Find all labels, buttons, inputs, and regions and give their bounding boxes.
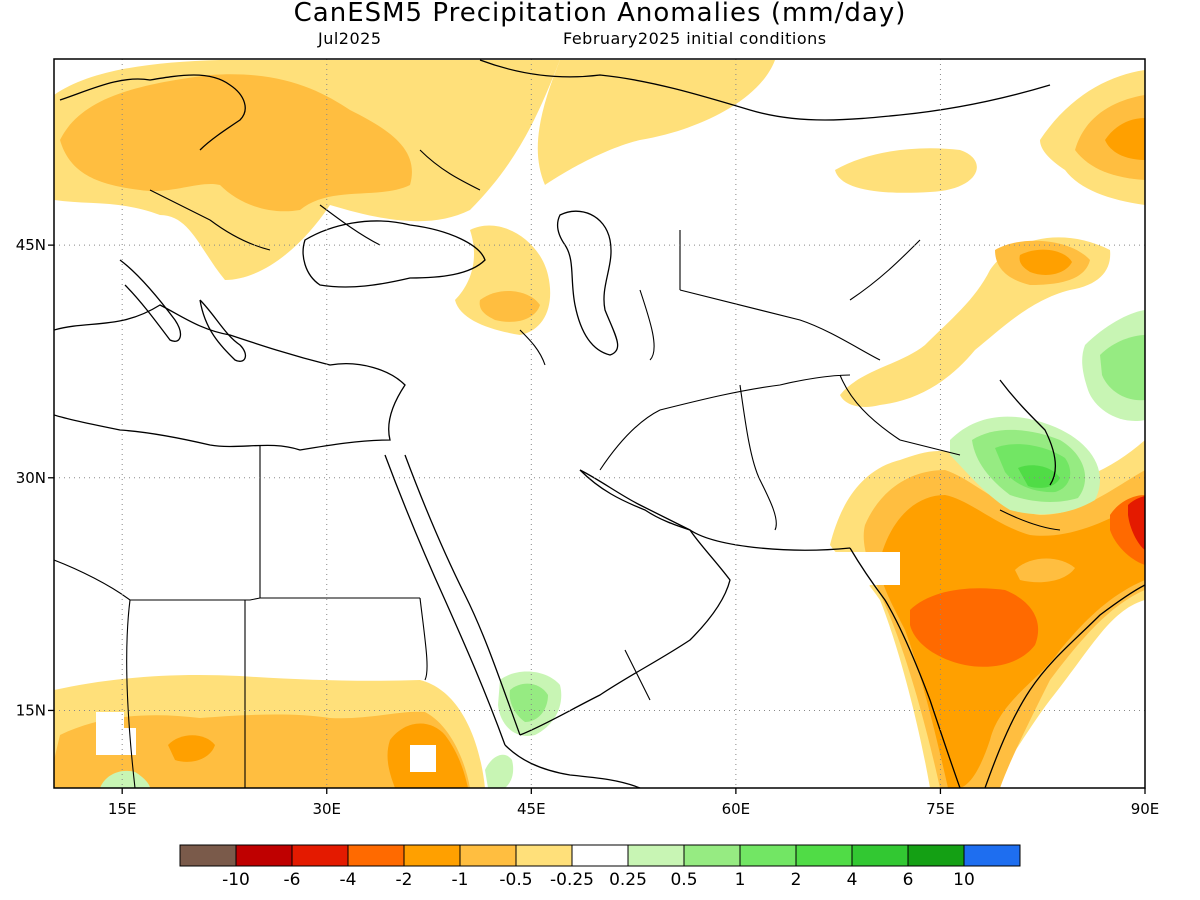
colorbar-label: 2 xyxy=(791,870,802,890)
map-frame xyxy=(53,58,1146,789)
lat-tick-label: 30N xyxy=(16,469,46,487)
colorbar-swatch xyxy=(795,844,853,867)
coastline-baltic xyxy=(59,74,246,151)
coastline-korea-japan xyxy=(999,379,1057,486)
anomaly-region-yemen-wet-mod xyxy=(509,683,548,722)
coastline-horn-of-africa xyxy=(504,744,641,788)
colorbar-label: -2 xyxy=(396,870,413,890)
colorbar-label: -6 xyxy=(284,870,301,890)
coastline-red-sea-east xyxy=(404,454,521,736)
colorbar-swatch xyxy=(907,844,965,867)
coastline-black-sea xyxy=(302,220,486,288)
colorbar-swatch xyxy=(515,844,573,867)
init-conditions-label: February2025 initial conditions xyxy=(563,29,827,48)
latitude-axis: 45N 30N 15N xyxy=(16,236,54,719)
coastline-red-sea xyxy=(384,454,506,746)
colorbar-label: 6 xyxy=(903,870,914,890)
anomaly-region-china-strong xyxy=(1019,249,1072,275)
anomaly-region-pacific-wet-mod xyxy=(1100,335,1145,401)
anomaly-region-siberia-light xyxy=(835,148,977,193)
anomaly-region-ethiopia-gap xyxy=(410,745,436,772)
lon-tick-label: 90E xyxy=(1131,800,1160,818)
coastlines xyxy=(54,59,1145,788)
colorbar-label: -4 xyxy=(340,870,357,890)
colorbar-label: -1 xyxy=(452,870,469,890)
coastline-persian-gulf xyxy=(579,469,851,551)
coastline-greece xyxy=(199,299,247,362)
anomaly-region-northeast-strong xyxy=(1105,118,1145,160)
coastline-mediterranean xyxy=(54,304,406,451)
colorbar-label: -10 xyxy=(222,870,250,890)
colorbar-swatch xyxy=(235,844,293,867)
anomaly-region-africa-wet-east xyxy=(485,754,514,788)
colorbar-swatch xyxy=(347,844,405,867)
colorbar-swatch xyxy=(291,844,349,867)
anomaly-region-europe-mod xyxy=(60,74,412,212)
anomaly-region-caucasus-mod xyxy=(479,290,540,322)
anomaly-region-scandinavia-light xyxy=(537,60,775,185)
colorbar-swatch xyxy=(739,844,797,867)
valid-month-label: Jul2025 xyxy=(318,29,382,48)
anomaly-region-chad-strong xyxy=(168,735,215,762)
lon-tick-label: 60E xyxy=(722,800,751,818)
anomaly-region-sahel-mod xyxy=(54,711,470,788)
colorbar-swatch xyxy=(459,844,517,867)
colorbar-swatch xyxy=(683,844,741,867)
colorbar-swatch xyxy=(403,844,461,867)
border-lines xyxy=(54,149,1061,788)
colorbar-label: 0.25 xyxy=(609,870,647,890)
coastline-north xyxy=(479,59,1051,121)
lon-tick-label: 30E xyxy=(312,800,341,818)
lon-tick-label: 45E xyxy=(517,800,546,818)
coastline-caspian-sea xyxy=(556,210,619,356)
colorbar-label: -0.25 xyxy=(550,870,594,890)
colorbar-swatch xyxy=(179,844,237,867)
coastline-india-east xyxy=(984,584,1145,788)
anomaly-region-india-intense xyxy=(910,588,1039,667)
lon-tick-label: 15E xyxy=(108,800,137,818)
colorbar-swatch xyxy=(851,844,909,867)
gridlines xyxy=(54,59,1145,788)
colorbar-label: -0.5 xyxy=(499,870,532,890)
anomaly-shading xyxy=(54,60,1145,788)
anomaly-region-chad-gap xyxy=(96,712,136,755)
anomaly-region-africa-wet-light xyxy=(100,770,150,788)
borders xyxy=(54,149,1061,788)
lat-tick-label: 15N xyxy=(16,701,46,719)
colorbar: -10 -6 -4 -2 -1 -0.5 -0.25 0.25 0.5 1 2 4 6 10 xyxy=(179,844,1021,890)
map-title: CanESM5 Precipitation Anomalies (mm/day) xyxy=(293,0,907,28)
colorbar-swatch xyxy=(963,844,1021,867)
coastline-arabian-peninsula xyxy=(519,469,731,736)
anomaly-region-himalaya-wet-intense xyxy=(1018,465,1060,488)
coastline-india-west xyxy=(849,547,961,788)
longitude-axis: 15E 30E 45E 60E 75E 90E xyxy=(108,788,1159,818)
colorbar-label: 1 xyxy=(735,870,746,890)
anomaly-region-bengal-severe xyxy=(1128,496,1145,550)
colorbar-swatch xyxy=(627,844,685,867)
anomaly-region-central-india-pocket xyxy=(1015,558,1075,583)
lon-tick-label: 75E xyxy=(926,800,955,818)
colorbar-swatch xyxy=(571,844,629,867)
lat-tick-label: 45N xyxy=(16,236,46,254)
coastline-italy xyxy=(119,259,182,342)
colorbar-label: 10 xyxy=(953,870,975,890)
colorbar-label: 0.5 xyxy=(670,870,697,890)
colorbar-label: 4 xyxy=(847,870,858,890)
